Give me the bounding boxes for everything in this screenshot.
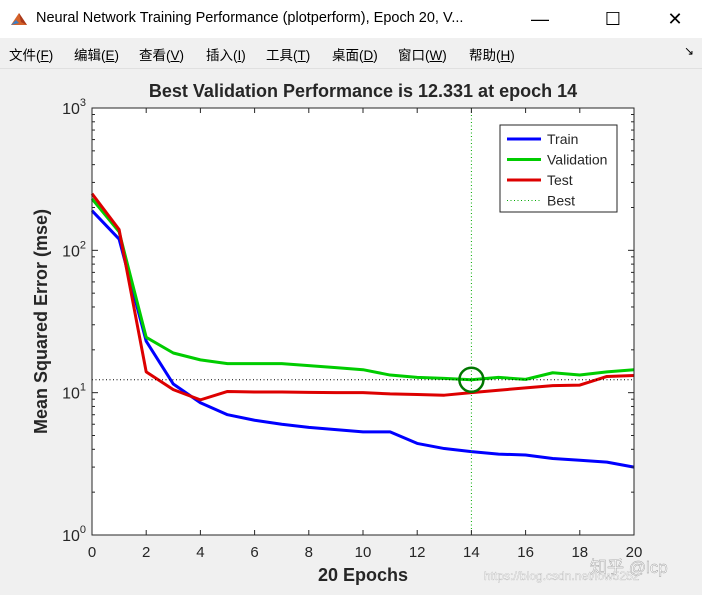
menu-file[interactable]: 文件(F) (9, 48, 54, 63)
legend-label-best: Best (547, 193, 575, 209)
y-tick-label: 103 (62, 97, 86, 118)
x-tick-label: 2 (142, 544, 150, 561)
x-tick-label: 12 (409, 544, 426, 561)
menu-desktop[interactable]: 桌面(D) (332, 48, 378, 63)
chart-title: Best Validation Performance is 12.331 at… (149, 81, 577, 101)
x-tick-label: 8 (305, 544, 313, 561)
dock-arrow-icon[interactable]: ↘ (683, 44, 694, 58)
matlab-icon (11, 13, 27, 25)
legend-label-validation: Validation (547, 152, 607, 168)
y-tick-label: 102 (62, 239, 86, 260)
series-line-test (90, 192, 635, 402)
menu-edit[interactable]: 编辑(E) (74, 48, 120, 63)
menu-help[interactable]: 帮助(H) (469, 48, 515, 63)
watermark-url: https://blog.csdn.net/low5252 (484, 569, 640, 583)
legend-label-test: Test (547, 172, 573, 188)
x-tick-label: 4 (196, 544, 204, 561)
y-tick-label: 101 (62, 382, 86, 403)
legend-label-train: Train (547, 131, 578, 147)
figure-canvas: 0 2 4 6 8 10 12 14 16 18 20 100 101 102 103 Best Valid… (31, 81, 668, 585)
minimize-button[interactable]: — (531, 8, 549, 29)
x-tick-label: 16 (517, 544, 534, 561)
series-line-validation (90, 197, 635, 382)
y-axis-label: Mean Squared Error (mse) (31, 209, 51, 434)
best-marker-circle (458, 366, 485, 393)
close-button[interactable]: ✕ (667, 8, 683, 29)
x-tick-label: 18 (571, 544, 588, 561)
watermark-zhihu: 知乎 @lcp (590, 558, 668, 577)
x-tick-label: 6 (250, 544, 258, 561)
menu-insert[interactable]: 插入(I) (206, 48, 246, 63)
x-tick-label: 14 (463, 544, 480, 561)
menu-view[interactable]: 查看(V) (139, 48, 185, 63)
y-tick-label: 100 (62, 524, 86, 545)
x-axis-label: 20 Epochs (318, 565, 408, 585)
title-bar: Neural Network Training Performance (plo… (0, 0, 702, 38)
x-tick-label: 10 (355, 544, 372, 561)
menu-bar: 文件(F) 编辑(E) 查看(V) 插入(I) 工具(T) 桌面(D) 窗口(W… (0, 38, 702, 69)
x-tick-label: 0 (88, 544, 96, 561)
window-title: Neural Network Training Performance (plo… (36, 10, 464, 26)
menu-tools[interactable]: 工具(T) (266, 48, 311, 63)
legend: Train Validation Test Best (499, 124, 618, 213)
series-line-train (90, 209, 635, 469)
x-tick-label: 20 (626, 544, 643, 561)
menu-window[interactable]: 窗口(W) (398, 48, 447, 63)
maximize-button[interactable]: ☐ (604, 8, 622, 29)
